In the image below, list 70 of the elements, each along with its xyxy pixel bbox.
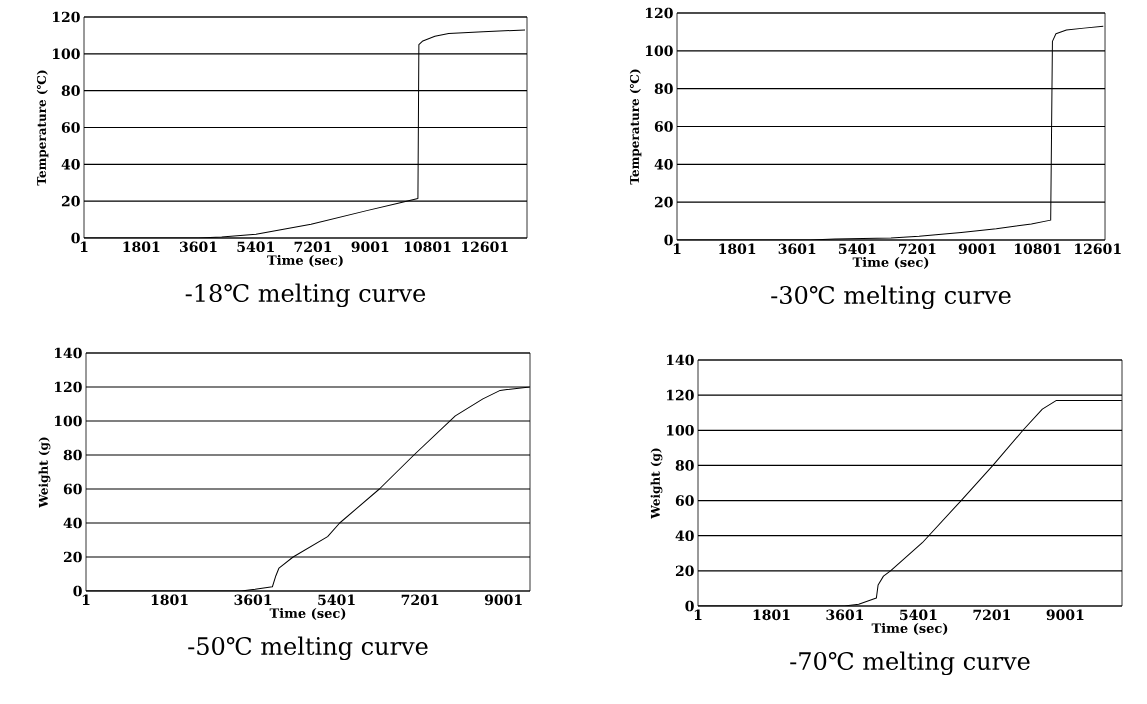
y-tick-label: 80 [61,85,80,96]
x-axis-title: Time (sec) [852,256,929,269]
y-tick-label: 0 [71,232,80,244]
y-tick-label: 0 [73,585,82,597]
x-tick-label: 5401 [838,243,876,255]
y-axis-title: Weight (g) [38,437,51,508]
x-tick-label: 5401 [318,594,355,606]
y-tick-label: 120 [52,11,80,23]
x-tick-label: 5401 [900,609,937,621]
y-tick-label: 40 [654,159,673,170]
text: -50℃ melting curve [188,636,428,661]
y-axis-title: Weight (g) [650,448,663,519]
x-tick-label: 3601 [179,241,217,253]
x-tick-label: 1801 [151,594,188,606]
y-tick-label: 60 [675,495,694,506]
text: -70℃ melting curve [790,651,1030,676]
y-tick-label: 140 [54,347,82,359]
y-axis-title: Temperature (℃) [629,69,642,185]
text: -30℃ melting curve [771,285,1011,310]
y-tick-label: 80 [63,449,82,461]
x-tick-label: 12601 [1075,243,1121,255]
x-tick-label: 10801 [404,241,451,253]
x-tick-label: 3601 [826,609,864,621]
x-tick-label: 10801 [1014,243,1061,255]
y-axis-title: Temperature (℃) [36,70,49,186]
x-tick-label: 1 [694,609,702,620]
y-tick-label: 60 [63,483,82,495]
y-tick-label: 0 [664,234,673,246]
x-tick-label: 7201 [294,241,332,253]
x-tick-label: 1 [673,243,681,254]
y-tick-label: 120 [645,7,673,19]
x-tick-label: 1801 [753,609,790,621]
x-tick-label: 1801 [123,241,160,253]
x-tick-label: 7201 [973,609,1010,621]
x-tick-label: 9001 [351,241,389,253]
y-tick-label: 140 [666,354,694,366]
x-tick-label: 9001 [1046,609,1084,621]
x-tick-label: 12601 [462,241,508,253]
x-tick-label: 5401 [237,241,274,253]
x-tick-label: 1 [82,594,90,605]
y-tick-label: 60 [61,122,80,133]
y-tick-label: 20 [63,551,82,563]
y-tick-label: 80 [654,83,673,94]
x-axis-title: Time (sec) [267,254,343,267]
x-tick-label: 7201 [899,243,936,255]
x-tick-label: 3601 [778,243,816,255]
y-tick-label: 100 [52,48,80,60]
text: -18℃ melting curve [185,283,426,308]
y-tick-label: 0 [685,600,694,612]
y-tick-label: 40 [63,517,82,529]
y-tick-label: 40 [675,530,694,542]
x-tick-label: 1801 [719,243,756,255]
x-tick-label: 9001 [484,594,522,606]
y-tick-label: 20 [654,196,673,208]
x-tick-label: 9001 [958,243,996,255]
x-tick-label: 1 [80,241,88,252]
y-tick-label: 100 [645,45,673,57]
y-tick-label: 120 [666,389,694,401]
y-tick-label: 20 [61,195,80,207]
y-tick-label: 120 [54,381,82,393]
x-tick-label: 7201 [401,594,439,606]
y-tick-label: 100 [54,415,82,427]
y-tick-label: 20 [675,565,694,577]
y-tick-label: 80 [675,460,694,471]
y-tick-label: 40 [61,159,80,170]
x-tick-label: 3601 [234,594,272,606]
y-tick-label: 100 [666,424,694,436]
x-axis-title: Time (sec) [871,622,948,635]
y-tick-label: 60 [654,121,673,132]
x-axis-title: Time (sec) [269,607,346,620]
